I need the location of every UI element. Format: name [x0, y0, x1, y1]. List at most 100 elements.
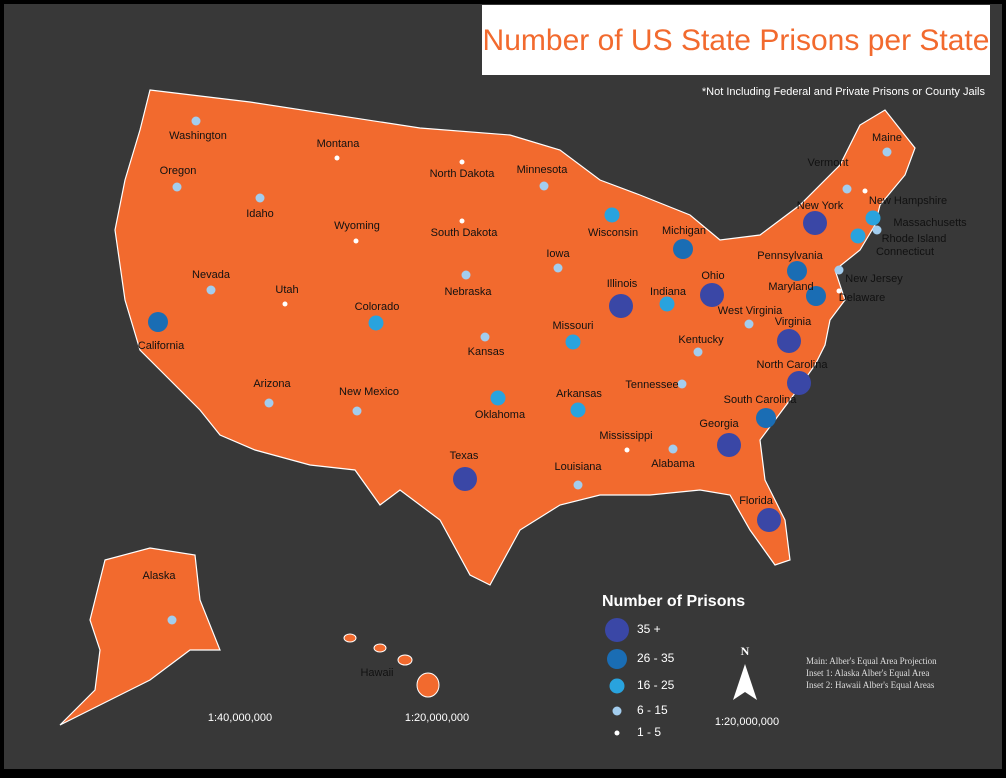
- state-dot: [756, 408, 776, 428]
- projection-note: Inset 1: Alaska Alber's Equal Area: [806, 668, 929, 678]
- state-label: North Carolina: [757, 359, 829, 371]
- north-arrow: N: [733, 644, 757, 700]
- state-label: Nebraska: [444, 286, 492, 298]
- state-dot: [865, 210, 881, 226]
- state-dot: [787, 261, 807, 281]
- note: *Not Including Federal and Private Priso…: [702, 86, 986, 98]
- state-label: Connecticut: [876, 246, 934, 258]
- state-dot: [677, 379, 687, 389]
- state-dot: [490, 390, 506, 406]
- state-dot: [352, 406, 362, 416]
- state-label: Virginia: [775, 316, 812, 328]
- state-label: Vermont: [808, 157, 849, 169]
- state-dot: [757, 508, 781, 532]
- legend-label: 35 +: [637, 622, 661, 636]
- state-label: Massachusetts: [893, 217, 967, 229]
- state-dot: [453, 467, 477, 491]
- title-box: [482, 5, 990, 75]
- legend-title: Number of Prisons: [602, 593, 745, 610]
- north-arrow-shape: [733, 664, 757, 700]
- state-dot: [882, 147, 892, 157]
- legend-label: 26 - 35: [637, 651, 675, 665]
- state-label: Tennessee: [625, 379, 678, 391]
- state-label: Pennsylvania: [757, 250, 823, 262]
- legend-dot: [612, 706, 622, 716]
- state-dot: [693, 347, 703, 357]
- projection-note: Main: Alber's Equal Area Projection: [806, 656, 937, 666]
- scale-label: 1:20,000,000: [405, 712, 469, 724]
- state-dot: [850, 228, 866, 244]
- state-label: North Dakota: [430, 168, 496, 180]
- state-label: New Hampshire: [869, 195, 947, 207]
- state-label: Rhode Island: [882, 233, 947, 245]
- legend-dot: [609, 678, 625, 694]
- legend-label: 16 - 25: [637, 678, 675, 692]
- state-dot: [700, 283, 724, 307]
- state-label: Maine: [872, 132, 902, 144]
- state-dot: [604, 207, 620, 223]
- state-dot: [167, 615, 177, 625]
- legend-label: 1 - 5: [637, 725, 661, 739]
- scale-label: 1:20,000,000: [715, 716, 779, 728]
- state-label: Idaho: [246, 208, 274, 220]
- legend-dot: [614, 730, 620, 736]
- state-label: Hawaii: [360, 667, 393, 679]
- state-dot: [744, 319, 754, 329]
- state-dot: [803, 211, 827, 235]
- state-label: Alaska: [142, 570, 176, 582]
- state-label: Louisiana: [554, 461, 602, 473]
- state-label: Utah: [275, 284, 298, 296]
- state-dot: [659, 296, 675, 312]
- legend-dot: [605, 618, 629, 642]
- state-dot: [570, 402, 586, 418]
- state-dot: [282, 301, 288, 307]
- state-label: South Carolina: [724, 394, 798, 406]
- state-dot: [668, 444, 678, 454]
- state-dot: [553, 263, 563, 273]
- scale-label: 1:40,000,000: [208, 712, 272, 724]
- state-dot: [191, 116, 201, 126]
- state-label: Oklahoma: [475, 409, 526, 421]
- state-dot: [565, 334, 581, 350]
- state-label: Indiana: [650, 286, 687, 298]
- state-label: Maryland: [768, 281, 813, 293]
- state-label: Oregon: [160, 165, 197, 177]
- state-dot: [255, 193, 265, 203]
- state-dot: [717, 433, 741, 457]
- state-label: Missouri: [553, 320, 594, 332]
- state-label: Wisconsin: [588, 227, 638, 239]
- state-dot: [264, 398, 274, 408]
- state-label: Georgia: [699, 418, 739, 430]
- state-dot: [777, 329, 801, 353]
- state-label: Mississippi: [599, 430, 652, 442]
- state-label: Michigan: [662, 225, 706, 237]
- state-dot: [806, 286, 826, 306]
- state-dot: [206, 285, 216, 295]
- state-label: Minnesota: [517, 164, 569, 176]
- state-dot: [834, 265, 844, 275]
- state-dot: [787, 371, 811, 395]
- state-dot: [609, 294, 633, 318]
- state-label: Arizona: [253, 378, 291, 390]
- alaska: [59, 547, 221, 726]
- legend-label: 6 - 15: [637, 703, 668, 717]
- state-label: New Jersey: [845, 273, 903, 285]
- state-dot: [148, 312, 168, 332]
- state-label: New York: [797, 200, 844, 212]
- contiguous-us: [114, 89, 916, 586]
- state-label: Colorado: [355, 301, 400, 313]
- state-label: California: [138, 340, 185, 352]
- state-dot: [459, 159, 465, 165]
- state-dot: [673, 239, 693, 259]
- state-label: Florida: [739, 495, 774, 507]
- state-label: Washington: [169, 130, 227, 142]
- state-dot: [459, 218, 465, 224]
- state-label: Ohio: [701, 270, 724, 282]
- state-dot: [368, 315, 384, 331]
- state-label: Illinois: [607, 278, 638, 290]
- projection-note: Inset 2: Hawaii Alber's Equal Areas: [806, 680, 935, 690]
- state-dot: [862, 188, 868, 194]
- state-dot: [480, 332, 490, 342]
